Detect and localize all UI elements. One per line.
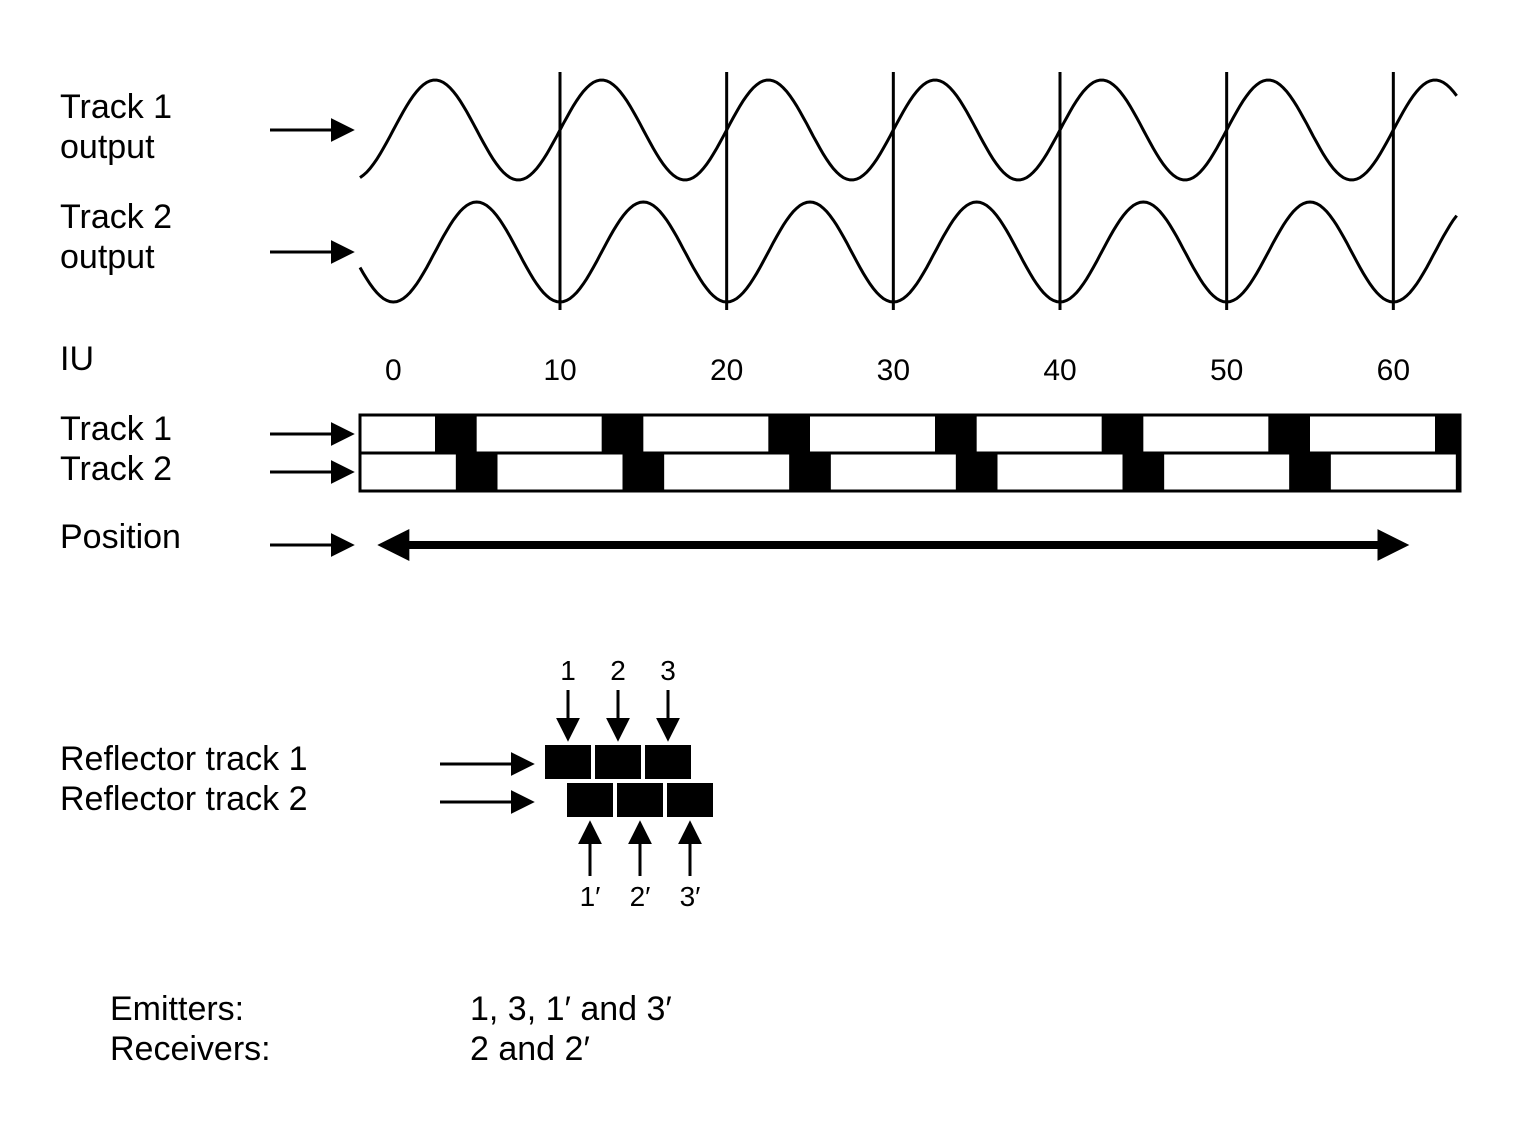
label-reflector1: Reflector track 1 <box>60 740 308 778</box>
iu-tick: 10 <box>543 354 576 387</box>
sensor-top-label: 2 <box>610 655 626 686</box>
track2-output-wave <box>360 202 1457 302</box>
label-reflector2: Reflector track 2 <box>60 780 308 818</box>
iu-tick: 0 <box>385 354 402 387</box>
label-track2-output-l2: output <box>60 238 155 276</box>
label-emitters: Emitters: <box>110 990 244 1028</box>
iu-tick: 30 <box>877 354 910 387</box>
iu-tick: 50 <box>1210 354 1243 387</box>
sensor-bottom-label: 1′ <box>580 881 601 912</box>
track1-output-wave <box>360 80 1457 180</box>
label-track2-output-l1: Track 2 <box>60 198 172 236</box>
label-track1-output-l2: output <box>60 128 155 166</box>
sensor-top-label: 1 <box>560 655 576 686</box>
value-receivers: 2 and 2′ <box>470 1030 590 1068</box>
label-iu: IU <box>60 340 94 378</box>
encoder-tracks <box>360 415 1460 491</box>
wave-grid-lines <box>560 72 1393 310</box>
reflector-assembly: 1 2 3 1′ 2′ 3′ <box>545 655 713 912</box>
value-emitters: 1, 3, 1′ and 3′ <box>470 990 672 1028</box>
iu-tick: 60 <box>1377 354 1410 387</box>
iu-tick: 20 <box>710 354 743 387</box>
diagram-root: Track 1 output Track 2 output IU Track 1… <box>0 0 1531 1129</box>
sensor-bottom-label: 2′ <box>630 881 651 912</box>
sensor-bottom-label: 3′ <box>680 881 701 912</box>
label-track1: Track 1 <box>60 410 172 448</box>
sensor-top-label: 3 <box>660 655 676 686</box>
label-track2: Track 2 <box>60 450 172 488</box>
label-receivers: Receivers: <box>110 1030 271 1068</box>
iu-tick: 40 <box>1043 354 1076 387</box>
label-track1-output-l1: Track 1 <box>60 88 172 126</box>
iu-axis-ticks: 0 10 20 30 40 50 60 <box>385 354 1410 387</box>
label-position: Position <box>60 518 181 556</box>
